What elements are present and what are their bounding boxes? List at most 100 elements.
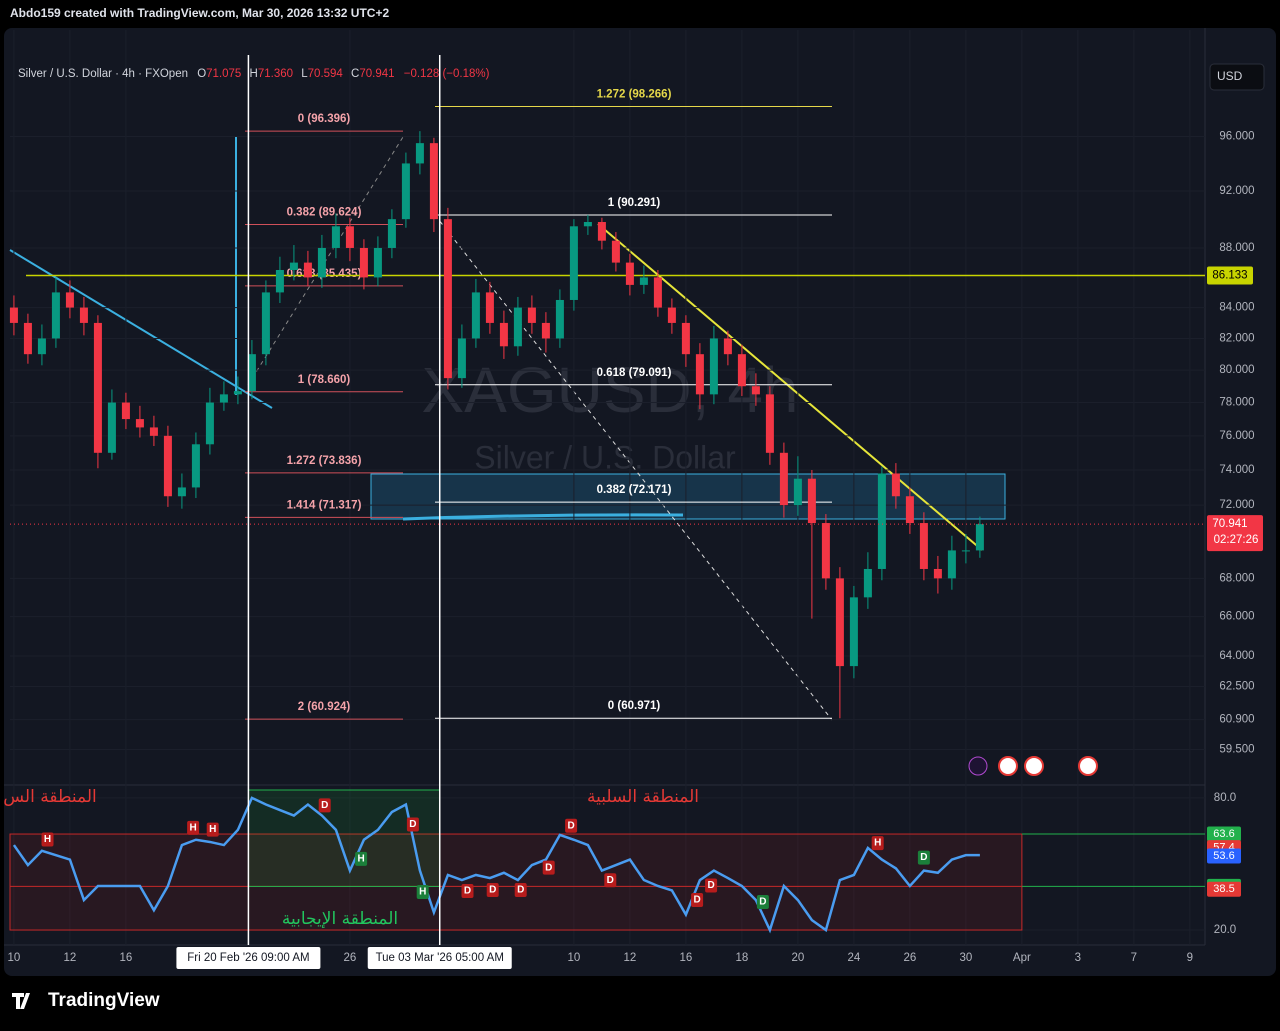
marker-bg — [41, 832, 54, 847]
plot: 96.000 92.000 88.000 84.000 82.000 80.000 78.0… — [8, 30, 1263, 969]
y-tick-label: 92.000 — [1219, 185, 1254, 197]
fib-label: 0.618 (79.091) — [597, 367, 672, 379]
marker-bg — [604, 873, 617, 888]
positive-zone — [247, 789, 441, 887]
symbol-header: Silver / U.S. Dollar · 4h · FXOpen O71.0… — [18, 68, 490, 80]
candle-body — [261, 292, 270, 355]
candle-body — [681, 322, 690, 355]
x-tick-label: 26 — [903, 952, 916, 964]
candle-body — [807, 478, 816, 524]
candle-body — [65, 292, 74, 308]
candle-body — [135, 419, 144, 428]
y-tick-label: 72.000 — [1219, 499, 1254, 511]
candle-body — [723, 338, 732, 355]
event-icon[interactable] — [1078, 756, 1098, 776]
candle-body — [695, 354, 704, 395]
y-tick-label: 88.000 — [1219, 242, 1254, 254]
candle-body — [23, 322, 32, 355]
event-icon[interactable] — [968, 756, 988, 776]
candle-body — [527, 307, 536, 323]
candle-body — [373, 247, 382, 278]
x-tick-label: 9 — [1187, 952, 1193, 964]
fib-label: 1.272 (73.836) — [287, 455, 362, 467]
y-tick-label: 80.000 — [1219, 364, 1254, 376]
candle-body — [191, 444, 200, 488]
candle-body — [625, 262, 634, 285]
countdown: 02:27:26 — [1214, 534, 1259, 546]
x-tick-label: 10 — [568, 952, 581, 964]
candle-body — [93, 322, 102, 453]
y-tick-label: 74.000 — [1219, 464, 1254, 476]
trend-line — [597, 223, 983, 551]
fib-diagonal — [434, 214, 833, 721]
change: −0.128 (−0.18%) — [404, 68, 490, 80]
rsi-marker: D — [545, 862, 552, 873]
candle-body — [947, 550, 956, 579]
y-tick-label: 82.000 — [1219, 332, 1254, 344]
marker-bg — [542, 860, 555, 875]
candle-body — [709, 338, 718, 395]
candle-body — [415, 143, 424, 164]
candle-body — [275, 269, 284, 293]
candle-body — [247, 354, 256, 392]
event-icon[interactable] — [1024, 756, 1044, 776]
marker-bg — [705, 878, 718, 893]
candle-body — [331, 226, 340, 248]
candle-body — [359, 247, 368, 278]
rsi-marker: H — [357, 854, 364, 865]
currency-button[interactable] — [1209, 63, 1265, 91]
watermark-sub: Silver / U.S. Dollar — [474, 439, 736, 475]
ohlc-key: O — [197, 68, 206, 80]
candle-body — [121, 402, 130, 420]
level-label: 63.6 — [1213, 828, 1234, 840]
candle-body — [597, 222, 606, 241]
price-label-bg — [1207, 266, 1253, 285]
ohlc-key: C — [351, 68, 359, 80]
y-tick-label: 62.500 — [1219, 680, 1254, 692]
candle-body — [457, 338, 466, 379]
symbol: Silver / U.S. Dollar · 4h · FXOpen — [18, 68, 188, 80]
x-tick-label: 20 — [791, 952, 804, 964]
zone-label: المنطقة الس — [3, 787, 97, 807]
rsi-marker: D — [920, 852, 927, 863]
fib-label: 1 (78.660) — [298, 374, 351, 386]
brand: TradingView — [48, 990, 160, 1011]
y-tick-label: 60.900 — [1219, 714, 1254, 726]
x-tick-label: 18 — [735, 952, 748, 964]
rsi-marker: D — [464, 886, 471, 897]
candle-body — [79, 307, 88, 323]
candle-body — [317, 247, 326, 278]
candle-body — [149, 427, 158, 436]
marker-bg — [514, 883, 527, 898]
rsi-marker: H — [209, 824, 216, 835]
y-tick-label: 66.000 — [1219, 611, 1254, 623]
rsi-marker: D — [567, 820, 574, 831]
fib-label: 1 (90.291) — [608, 197, 661, 209]
rsi-marker: D — [607, 875, 614, 886]
candle-body — [835, 578, 844, 667]
zone-label: المنطقة السلبية — [587, 787, 699, 807]
x-tick-label: 16 — [679, 952, 692, 964]
candle-body — [303, 262, 312, 278]
x-tick-label: 12 — [64, 952, 77, 964]
candle-body — [569, 226, 578, 300]
currency[interactable]: USD — [1217, 69, 1243, 83]
crosshair-label: Fri 20 Feb '26 09:00 AM — [187, 952, 309, 964]
candle-body — [429, 143, 438, 220]
candle-body — [443, 219, 452, 379]
event-icon[interactable] — [998, 756, 1018, 776]
rsi-marker: H — [874, 838, 881, 849]
candle-body — [233, 391, 242, 395]
ohlc-key: H — [250, 68, 258, 80]
candle-body — [513, 307, 522, 347]
candle-body — [401, 163, 410, 220]
fib-label: 2 (60.924) — [298, 701, 351, 713]
x-tick-label: 30 — [959, 952, 972, 964]
marker-bg — [565, 818, 578, 833]
ohlc-value: 71.075 — [206, 68, 241, 80]
candle-body — [639, 277, 648, 285]
candle-body — [9, 307, 18, 323]
ohlc-value: 70.941 — [359, 68, 394, 80]
candle-body — [891, 473, 900, 497]
fib-label: 1.272 (98.266) — [597, 89, 672, 101]
